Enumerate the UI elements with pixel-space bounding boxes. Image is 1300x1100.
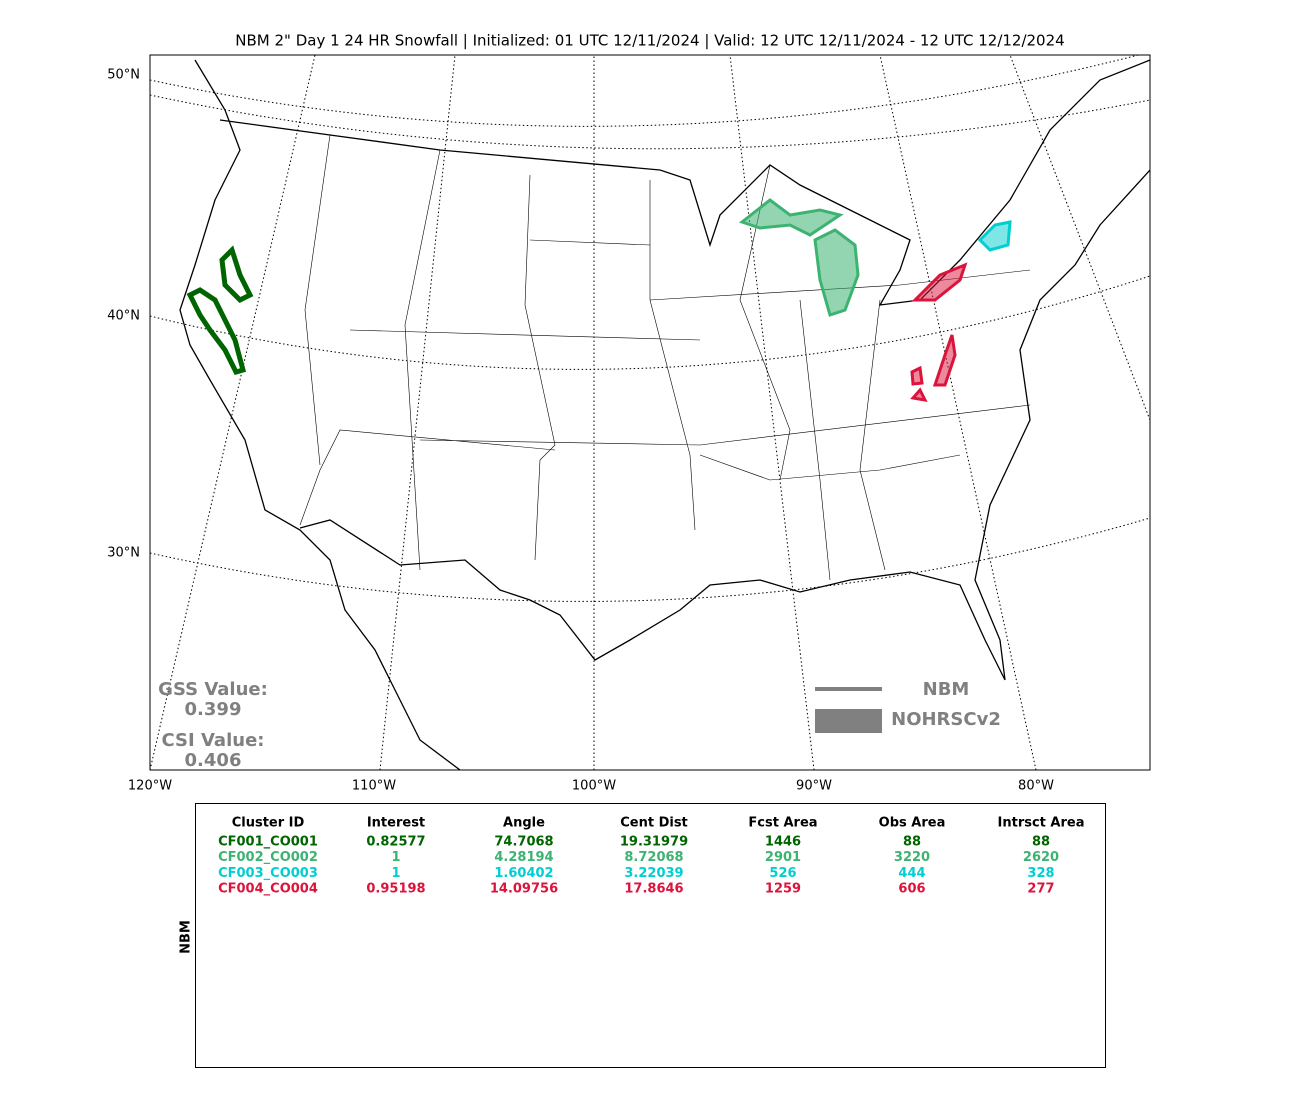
table-cell: 0.95198 bbox=[366, 882, 425, 897]
csi-value: 0.406 bbox=[185, 750, 242, 771]
table-cell: 3.22039 bbox=[624, 866, 683, 881]
table-cell: 328 bbox=[1027, 866, 1054, 881]
table-header: Angle bbox=[503, 816, 545, 831]
table-cell: 444 bbox=[898, 866, 925, 881]
table-cell: 1 bbox=[391, 850, 400, 865]
cluster-3 bbox=[977, 220, 1012, 252]
table-cell: 1 bbox=[391, 866, 400, 881]
map: GSS Value: 0.399 CSI Value: 0.406 NBM NO… bbox=[150, 55, 1150, 771]
lon-label: 100°W bbox=[572, 779, 616, 794]
lon-label: 80°W bbox=[1018, 779, 1054, 794]
lat-label: 50°N bbox=[107, 68, 140, 83]
table-cell: 2901 bbox=[765, 850, 801, 865]
table-cell: 526 bbox=[769, 866, 796, 881]
table-cell: CF003_CO003 bbox=[218, 866, 318, 881]
table-cell: 0.82577 bbox=[366, 835, 425, 850]
legend-nbm: NBM bbox=[923, 679, 970, 700]
table-frame bbox=[195, 803, 1106, 1068]
table-cell: 4.28194 bbox=[494, 850, 553, 865]
table-cell: 14.09756 bbox=[490, 882, 558, 897]
cluster-4 bbox=[910, 262, 968, 402]
table-header: Cluster ID bbox=[232, 816, 305, 831]
cluster-1 bbox=[186, 245, 254, 375]
table-cell: 277 bbox=[1027, 882, 1054, 897]
csi-label: CSI Value: bbox=[162, 730, 265, 751]
lon-label: 120°W bbox=[128, 779, 172, 794]
table-cell: 606 bbox=[898, 882, 925, 897]
legend-patch bbox=[815, 709, 882, 733]
map-title: NBM 2" Day 1 24 HR Snowfall | Initialize… bbox=[235, 32, 1064, 50]
table-header: Interest bbox=[367, 816, 425, 831]
gss-value: 0.399 bbox=[185, 699, 242, 720]
table-side-label: NBM bbox=[179, 920, 194, 954]
table-header: Obs Area bbox=[879, 816, 946, 831]
table-cell: 17.8646 bbox=[624, 882, 683, 897]
map-frame bbox=[149, 54, 1151, 771]
table-header: Intrsct Area bbox=[998, 816, 1085, 831]
table-cell: 3220 bbox=[894, 850, 930, 865]
table-header: Cent Dist bbox=[620, 816, 688, 831]
table-cell: 88 bbox=[1032, 835, 1050, 850]
table-cell: CF004_CO004 bbox=[218, 882, 318, 897]
gss-label: GSS Value: bbox=[158, 679, 268, 700]
table-cell: CF002_CO002 bbox=[218, 850, 318, 865]
table-cell: 88 bbox=[903, 835, 921, 850]
table-cell: CF001_CO001 bbox=[218, 835, 318, 850]
lon-label: 90°W bbox=[796, 779, 832, 794]
lon-label: 110°W bbox=[352, 779, 396, 794]
table-cell: 1259 bbox=[765, 882, 801, 897]
table-cell: 19.31979 bbox=[620, 835, 688, 850]
table-cell: 74.7068 bbox=[494, 835, 553, 850]
table-cell: 8.72068 bbox=[624, 850, 683, 865]
legend-obs: NOHRSCv2 bbox=[891, 709, 1001, 730]
table-cell: 2620 bbox=[1023, 850, 1059, 865]
lat-label: 40°N bbox=[107, 309, 140, 324]
table-header: Fcst Area bbox=[748, 816, 817, 831]
table-cell: 1.60402 bbox=[494, 866, 553, 881]
cluster-2 bbox=[738, 198, 860, 317]
lat-label: 30°N bbox=[107, 546, 140, 561]
table-cell: 1446 bbox=[765, 835, 801, 850]
